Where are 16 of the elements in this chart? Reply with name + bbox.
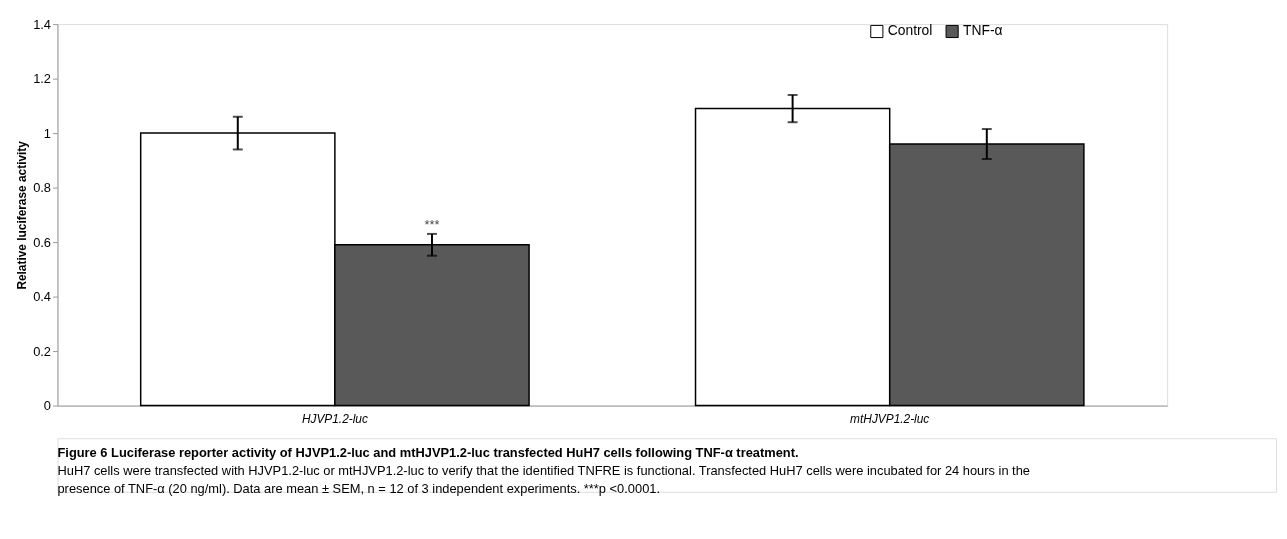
annotation: *** <box>424 216 440 232</box>
text: Figure 6 Luciferase reporter activity of HJVP1.2-luc and mtHJVP1.2-luc transfected HuH7 cells following TNF-α treatment. <box>57 445 799 461</box>
y-tick-label: 0.6 <box>33 234 52 250</box>
legend-label: Control <box>887 22 933 39</box>
text: HuH7 cells were transfected with HJVP1.2-luc or mtHJVP1.2-luc to verify that the identified TNFRE is functional. Transfected HuH7 cells were incubated for 24 hours in the presence of TNF-α (20 ng/ml). Data are mean ± SEM, n = 12 of 3 independent experiments. ***p <0.0001. <box>57 462 1030 496</box>
y-tick-label: 1.2 <box>33 71 52 87</box>
y-tick-label: 1 <box>43 125 52 141</box>
y-axis-title: Relative luciferase activity <box>15 140 30 290</box>
legend-label: TNF-α <box>963 22 1003 39</box>
y-tick-label: 0.2 <box>33 343 52 359</box>
y-tick-label: 1.4 <box>33 16 52 32</box>
y-tick-label: 0 <box>43 398 52 414</box>
y-tick-label: 0.8 <box>33 180 52 196</box>
x-tick-label: mtHJVP1.2-luc <box>850 411 930 426</box>
x-tick-label: HJVP1.2-luc <box>301 411 368 426</box>
y-tick-label: 0.4 <box>33 289 52 305</box>
